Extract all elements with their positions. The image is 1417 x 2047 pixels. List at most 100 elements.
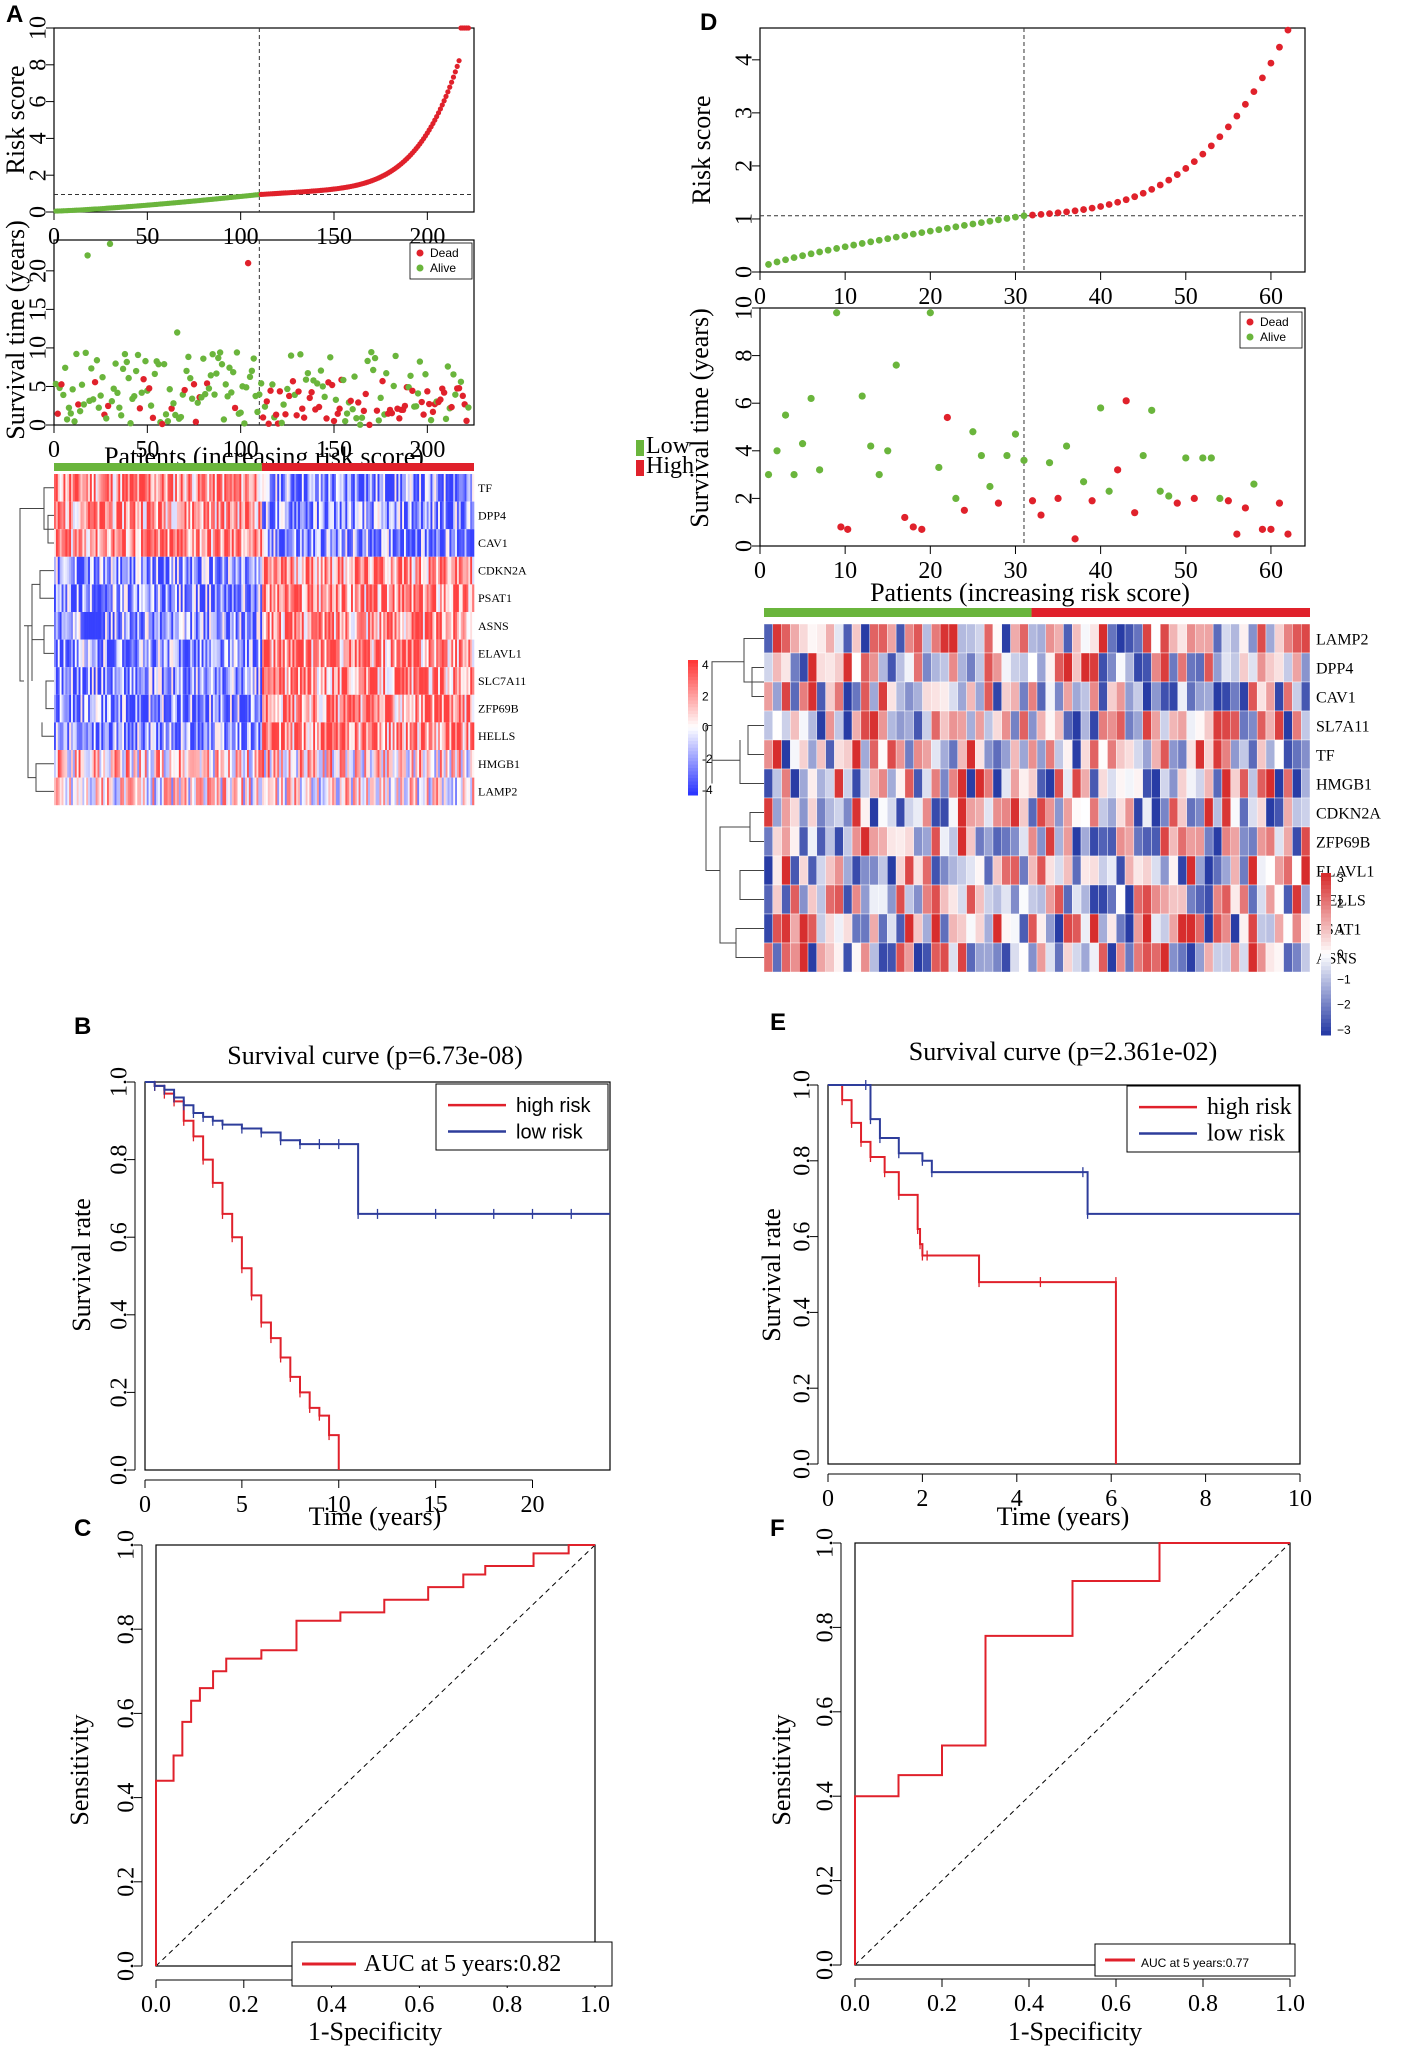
legend-dead-marker — [1246, 318, 1254, 326]
heat-cell — [288, 722, 291, 750]
heat-cell — [371, 777, 375, 806]
panel-a-heatmap: LowHighTFDPP4CAV1CDKN2APSAT1ASNSELAVL1SL… — [19, 433, 713, 806]
risk-point — [1233, 112, 1241, 120]
heat-cell — [834, 623, 844, 654]
heat-cell — [188, 777, 191, 806]
heat-cell — [432, 529, 435, 557]
heat-cell — [229, 639, 233, 668]
heat-cell — [72, 694, 76, 723]
heat-cell — [356, 667, 359, 695]
heat-cell — [118, 722, 121, 750]
heat-cell — [409, 529, 412, 557]
heat-cell — [1230, 681, 1240, 712]
heat-cell — [1256, 623, 1267, 654]
heat-cell — [245, 777, 248, 806]
heat-cell — [349, 529, 352, 557]
heat-cell — [175, 639, 178, 668]
heat-cell — [371, 501, 375, 530]
risk-point — [435, 110, 442, 116]
heat-cell — [1283, 768, 1293, 799]
heat-cell — [265, 474, 269, 502]
heat-cell — [1274, 913, 1284, 944]
heat-cell — [271, 474, 274, 502]
heat-cell — [400, 529, 403, 557]
heat-cell — [307, 501, 310, 530]
survival-point — [121, 350, 129, 358]
heat-cell — [218, 694, 221, 723]
risk-point — [807, 250, 815, 258]
heat-cell — [241, 694, 244, 723]
heat-cell — [375, 750, 378, 778]
heat-cell — [1168, 942, 1179, 973]
heat-cell — [334, 612, 337, 640]
heat-cell — [422, 501, 426, 530]
heat-cell — [284, 556, 288, 585]
heat-cell — [294, 777, 297, 806]
heat-cell — [349, 667, 352, 695]
heat-cell — [975, 681, 985, 712]
heat-cell — [388, 501, 392, 530]
heat-cell — [366, 777, 369, 806]
heat-cell — [86, 556, 89, 585]
heat-cell — [65, 667, 68, 695]
heat-cell — [373, 694, 376, 723]
heat-cell — [127, 612, 130, 640]
y-tick-label: 1.0 — [790, 1070, 816, 1100]
heat-cell — [931, 681, 941, 712]
heat-cell — [239, 777, 242, 806]
heat-cell — [460, 556, 463, 585]
heat-cell — [237, 722, 240, 750]
heat-cell — [345, 474, 348, 502]
heat-cell — [114, 722, 117, 750]
heat-cell — [286, 777, 289, 806]
heat-cell — [209, 612, 212, 640]
heat-cell — [1186, 739, 1196, 770]
heat-cell — [371, 750, 375, 778]
heat-cell — [1204, 623, 1214, 654]
heat-cell — [449, 777, 452, 806]
x-tick-label: 30 — [1003, 284, 1027, 310]
heat-cell — [458, 501, 462, 530]
heat-cell — [1151, 913, 1161, 944]
heat-cell — [218, 667, 221, 695]
heat-cell — [1186, 913, 1196, 944]
heat-cell — [241, 750, 244, 778]
heat-cell — [311, 667, 314, 695]
y-tick-label: 8 — [26, 59, 52, 71]
heat-cell — [144, 639, 148, 668]
heat-cell — [358, 529, 361, 557]
heat-cell — [422, 529, 426, 557]
heat-cell — [137, 529, 140, 557]
heat-cell — [258, 694, 261, 723]
heat-cell — [1001, 884, 1011, 915]
heat-cell — [212, 750, 216, 778]
heat-cell — [763, 681, 774, 712]
heat-cell — [466, 694, 469, 723]
y-tick-label: 0 — [26, 419, 52, 431]
x-tick-label: 0.0 — [141, 1992, 171, 2018]
heat-cell — [456, 777, 460, 806]
heat-cell — [381, 722, 384, 750]
heat-cell — [330, 750, 333, 778]
heat-cell — [246, 722, 250, 750]
heat-cell — [417, 777, 420, 806]
heat-cell — [231, 639, 235, 668]
heat-cell — [419, 474, 422, 502]
heat-cell — [93, 501, 96, 530]
survival-point — [231, 404, 239, 412]
heat-cell — [122, 777, 125, 806]
heat-cell — [190, 639, 193, 668]
heat-cell — [453, 612, 456, 640]
heat-cell — [190, 750, 193, 778]
heat-cell — [176, 529, 180, 557]
heat-cell — [347, 667, 350, 695]
heat-cell — [250, 612, 253, 640]
heat-cell — [445, 639, 448, 668]
x-tick-label: 60 — [1259, 558, 1283, 584]
heat-cell — [375, 639, 378, 668]
heat-cell — [356, 750, 359, 778]
heat-cell — [69, 667, 72, 695]
heat-cell — [137, 612, 140, 640]
heat-cell — [432, 722, 435, 750]
